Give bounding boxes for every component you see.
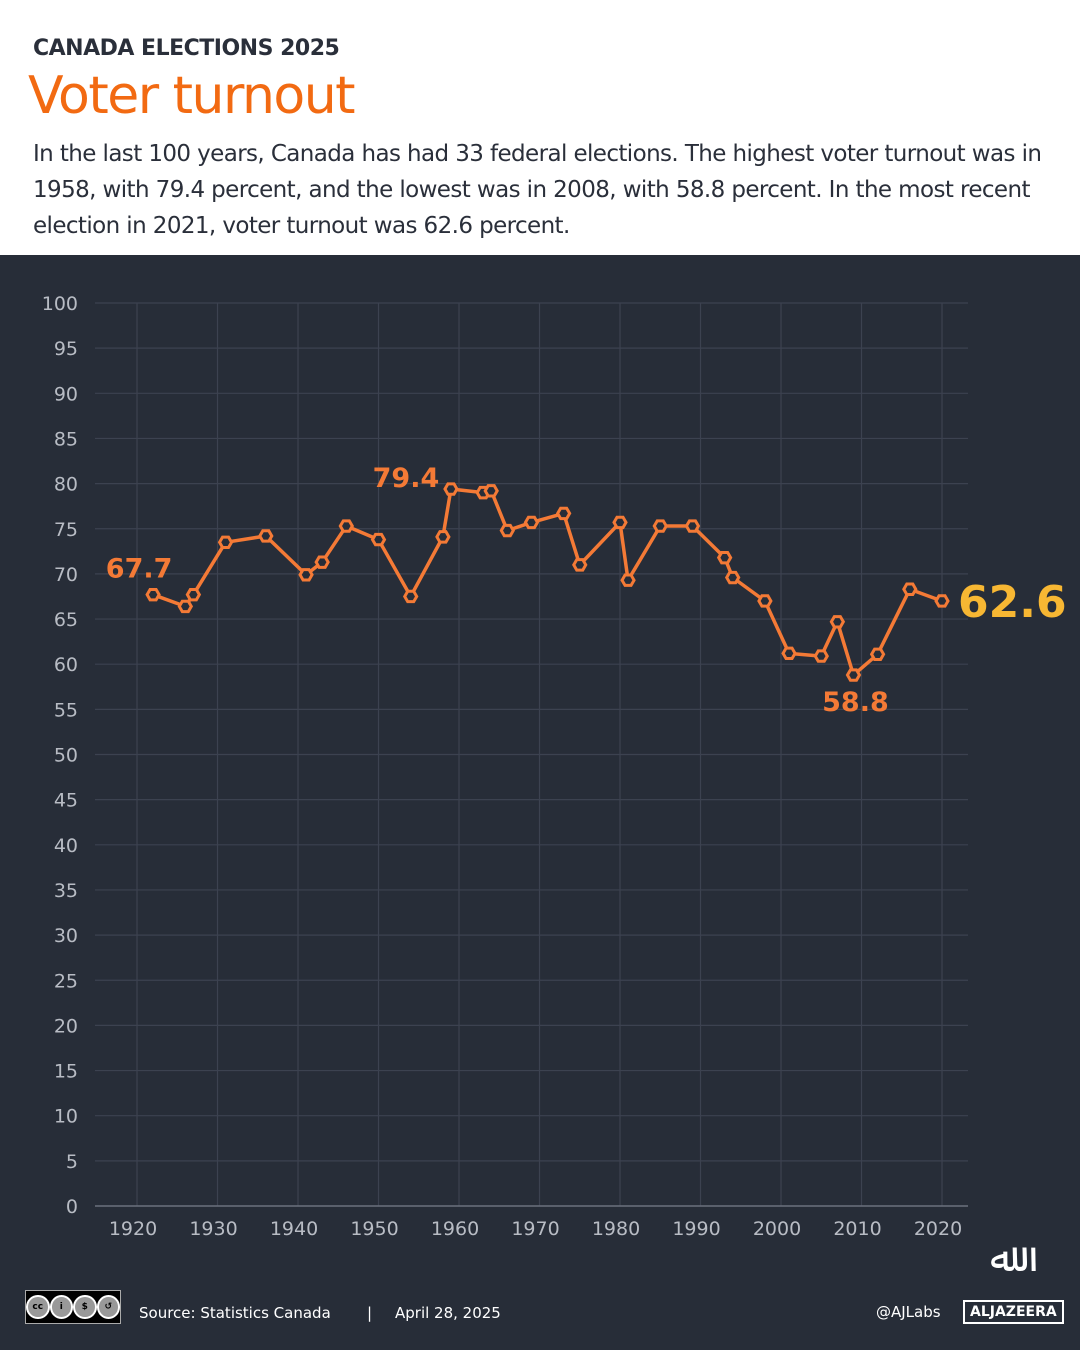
x-tick-label: 2010: [833, 1218, 881, 1240]
data-point: [258, 529, 274, 543]
y-tick-label: 15: [54, 1061, 78, 1083]
data-point: [217, 535, 234, 549]
x-tick-label: 2020: [914, 1218, 962, 1240]
x-tick-label: 1960: [431, 1218, 479, 1240]
x-tick-label: 1940: [270, 1218, 318, 1240]
footer: cc i $ ↺ Source: Statistics Canada | April …: [0, 1235, 1080, 1330]
data-point: [523, 515, 540, 530]
handle: @AJLabs: [876, 1303, 941, 1321]
creative-commons-logo: cc i $ ↺: [25, 1290, 121, 1324]
data-point: [612, 515, 628, 530]
x-tick-label: 1950: [350, 1218, 398, 1240]
data-point: [845, 668, 862, 682]
data-point: [499, 523, 516, 538]
data-point: [572, 558, 588, 572]
y-tick-label: 5: [66, 1151, 78, 1173]
page-title: Voter turnout: [28, 66, 356, 126]
data-point: [724, 570, 741, 585]
data-point: [716, 550, 733, 565]
x-tick-label: 1990: [672, 1218, 720, 1240]
annotation-label: 79.4: [373, 463, 440, 494]
annotation-label-latest: 62.6: [958, 577, 1067, 628]
y-tick-label: 70: [54, 564, 78, 586]
y-tick-label: 10: [54, 1106, 78, 1128]
data-point: [757, 594, 773, 608]
data-point: [934, 594, 950, 608]
data-point: [177, 599, 194, 614]
y-tick-label: 30: [54, 925, 78, 947]
y-tick-label: 50: [54, 745, 78, 767]
y-tick-label: 0: [66, 1196, 78, 1218]
separator: |: [367, 1304, 373, 1322]
y-tick-label: 80: [54, 474, 78, 496]
y-tick-label: 25: [54, 970, 78, 992]
y-tick-label: 55: [54, 699, 78, 721]
data-point: [443, 482, 459, 496]
data-point: [620, 573, 636, 587]
header: CANADA ELECTIONS 2025 Voter turnout In t…: [0, 0, 1080, 255]
y-tick-label: 45: [54, 790, 78, 812]
data-point: [370, 532, 387, 547]
x-tick-label: 1930: [189, 1218, 237, 1240]
data-point: [829, 615, 846, 629]
data-point: [402, 589, 419, 604]
y-tick-label: 60: [54, 654, 78, 676]
data-point: [684, 519, 701, 533]
date: April 28, 2025: [395, 1304, 501, 1322]
data-point: [185, 587, 202, 602]
x-tick-label: 2000: [753, 1218, 801, 1240]
y-tick-label: 95: [54, 338, 78, 360]
data-point: [435, 530, 451, 544]
kicker: CANADA ELECTIONS 2025: [33, 36, 340, 61]
data-point: [813, 649, 829, 663]
y-tick-label: 100: [42, 293, 78, 315]
source: Source: Statistics Canada: [139, 1304, 331, 1322]
data-point: [483, 484, 499, 498]
data-point: [902, 582, 918, 596]
y-tick-label: 65: [54, 609, 78, 631]
x-tick-label: 1920: [109, 1218, 157, 1240]
y-tick-label: 20: [54, 1015, 78, 1037]
y-tick-label: 85: [54, 428, 78, 450]
y-tick-label: 35: [54, 880, 78, 902]
aljazeera-emblem-icon: ﷲ: [990, 1235, 1014, 1281]
y-tick-label: 40: [54, 835, 78, 857]
annotation-label: 67.7: [106, 554, 173, 585]
data-point: [652, 519, 668, 533]
y-tick-label: 75: [54, 519, 78, 541]
x-tick-label: 1970: [511, 1218, 559, 1240]
description: In the last 100 years, Canada has had 33…: [33, 141, 1042, 239]
line-chart: 0 5 10 15 20 25 30 35 40 45 50 55 60 65 70 75 80 85 90 95 10…: [42, 293, 1067, 1240]
data-point: [314, 555, 330, 569]
data-point: [298, 568, 314, 582]
data-point: [145, 587, 161, 602]
x-tick-label: 1980: [592, 1218, 640, 1240]
aljazeera-logo: ALJAZEERA: [963, 1300, 1064, 1324]
annotation-label: 58.8: [822, 687, 889, 718]
series-line: [152, 487, 943, 677]
data-point: [555, 506, 572, 521]
data-point: [781, 646, 797, 661]
data-point: [869, 647, 886, 661]
data-point: [338, 519, 355, 533]
y-tick-label: 90: [54, 383, 78, 405]
